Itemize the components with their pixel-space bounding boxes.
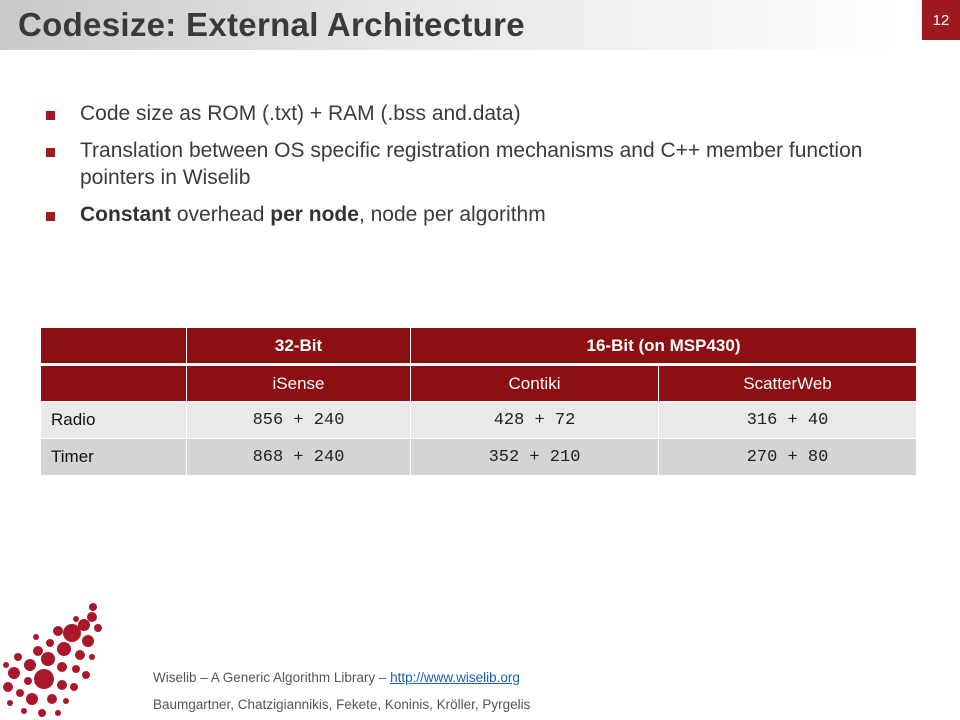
footer-authors: Baumgartner, Chatzigiannikis, Fekete, Ko… [153, 697, 531, 712]
table-column-header-row: iSense Contiki ScatterWeb [40, 364, 918, 402]
bullet-text: Code size as ROM (.txt) + RAM (.bss and.… [80, 102, 521, 125]
table-corner-cell [40, 327, 187, 366]
bullet-text: , node per algorithm [358, 203, 546, 226]
table-cell: 856 + 240 [186, 401, 411, 439]
bullet-list: Code size as ROM (.txt) + RAM (.bss and.… [46, 100, 906, 238]
bullet-text: overhead [171, 203, 271, 226]
page-number-badge: 12 [922, 0, 960, 40]
wiselib-link[interactable]: http://www.wiselib.org [390, 670, 520, 685]
table-row: Timer 868 + 240 352 + 210 270 + 80 [40, 438, 918, 476]
codesize-table: 32-Bit 16-Bit (on MSP430) iSense Contiki… [40, 327, 918, 476]
column-header-isense: iSense [186, 364, 411, 402]
table-cell: 428 + 72 [410, 401, 659, 439]
bullet-square-icon [46, 212, 55, 221]
column-header-contiki: Contiki [410, 364, 659, 402]
group-header-32bit: 32-Bit [186, 327, 411, 366]
table-cell: 316 + 40 [657, 401, 918, 439]
table-cell: 270 + 80 [657, 438, 918, 476]
table-cell: 868 + 240 [186, 438, 411, 476]
bullet-item: Code size as ROM (.txt) + RAM (.bss and.… [46, 100, 906, 127]
wiselib-logo [3, 603, 102, 717]
footer-line-1: Wiselib – A Generic Algorithm Library – … [153, 670, 520, 685]
bullet-item: Translation between OS specific registra… [46, 137, 906, 191]
bullet-square-icon [46, 111, 55, 120]
title-bar [0, 0, 900, 50]
footer-text: Wiselib – A Generic Algorithm Library – [153, 670, 391, 685]
column-header-scatterweb: ScatterWeb [657, 364, 918, 402]
table-corner-cell [40, 364, 187, 402]
slide-title: Codesize: External Architecture [18, 6, 525, 43]
bullet-item: Constant overhead per node, node per alg… [46, 201, 906, 228]
bullet-square-icon [46, 148, 55, 157]
group-header-16bit: 16-Bit (on MSP430) [409, 327, 918, 366]
bullet-emphasis: per node [270, 203, 359, 226]
bullet-emphasis: Constant [80, 203, 171, 226]
row-label-timer: Timer [40, 438, 187, 476]
row-label-radio: Radio [40, 401, 187, 439]
table-cell: 352 + 210 [410, 438, 659, 476]
table-row: Radio 856 + 240 428 + 72 316 + 40 [40, 401, 918, 439]
table-group-header-row: 32-Bit 16-Bit (on MSP430) [40, 327, 918, 366]
bullet-text: Translation between OS specific registra… [80, 139, 863, 189]
